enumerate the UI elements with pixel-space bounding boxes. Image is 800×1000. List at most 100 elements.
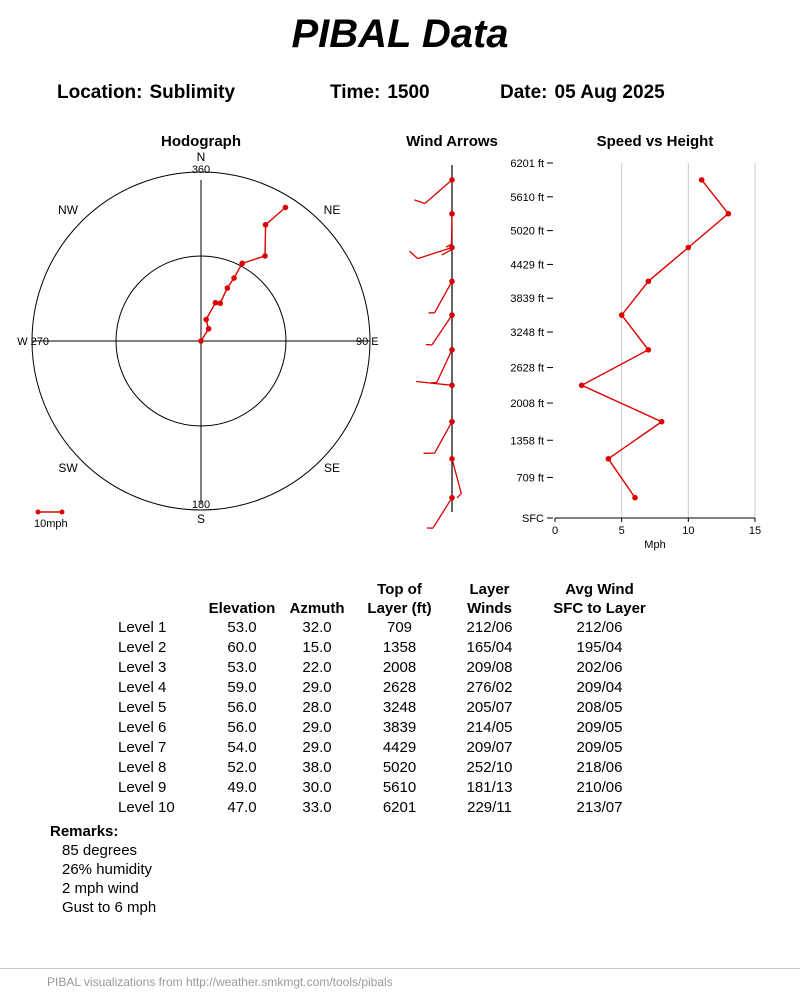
remark-line: 2 mph wind — [62, 880, 139, 897]
hodograph-label-w270: W 270 — [17, 336, 49, 348]
svg-text:2628 ft: 2628 ft — [510, 363, 544, 375]
table-row: Level 2 60.0 15.0 1358 165/04 195/04 — [112, 638, 667, 658]
table-cell: 212/06 — [576, 619, 623, 636]
table-cell: 60.0 — [227, 639, 257, 656]
table-cell: 208/05 — [576, 699, 623, 716]
table-cell: Level 8 — [118, 759, 167, 776]
table-cell: 229/11 — [467, 799, 512, 816]
table-cell: 205/07 — [466, 699, 513, 716]
table-cell: 2008 — [382, 659, 417, 676]
table-row: Level 1 53.0 32.0 709 212/06 212/06 — [112, 618, 667, 638]
table-cell: Level 1 — [118, 619, 167, 636]
table-cell: 209/05 — [576, 739, 623, 756]
svg-text:2008 ft: 2008 ft — [510, 398, 544, 410]
speed-height-title: Speed vs Height — [597, 133, 714, 150]
table-cell: 6201 — [382, 799, 417, 816]
table-cell: 3839 — [382, 719, 417, 736]
table-header: Elevation Azmuth Top of Layer (ft) Layer… — [112, 580, 667, 618]
svg-text:5: 5 — [619, 525, 625, 537]
time-label: Time: — [330, 82, 381, 103]
table-cell: Level 9 — [118, 779, 167, 796]
table-cell: 213/07 — [576, 799, 623, 816]
hodograph-plot — [31, 171, 371, 515]
table-cell: 52.0 — [227, 759, 257, 776]
table-cell: 53.0 — [227, 659, 257, 676]
svg-text:10: 10 — [682, 525, 694, 537]
table-cell: Level 3 — [118, 659, 167, 676]
table-cell: 59.0 — [227, 679, 257, 696]
table-cell: 181/13 — [466, 779, 513, 796]
table-row: Level 10 47.0 33.0 6201 229/11 213/07 — [112, 798, 667, 818]
table-cell: 32.0 — [302, 619, 332, 636]
svg-text:3839 ft: 3839 ft — [510, 293, 544, 305]
table-cell: 56.0 — [227, 719, 257, 736]
table-cell: Level 2 — [118, 639, 167, 656]
wind-arrows-title: Wind Arrows — [406, 133, 498, 150]
hodograph-label-360: 360 — [192, 164, 210, 176]
table-cell: 22.0 — [302, 659, 332, 676]
table-cell: 709 — [386, 619, 413, 636]
table-cell: 54.0 — [227, 739, 257, 756]
footer-divider — [0, 968, 800, 969]
table-cell: 209/05 — [576, 719, 623, 736]
hodograph-label-se: SE — [324, 461, 340, 475]
hodograph-legend-label: 10mph — [34, 518, 68, 530]
table-cell: 15.0 — [302, 639, 332, 656]
table-cell: 195/04 — [576, 639, 623, 656]
table-cell: 53.0 — [227, 619, 257, 636]
hodograph-label-ne: NE — [324, 203, 341, 217]
hodograph-label-n: N — [197, 150, 206, 164]
hodograph-label-s: S — [197, 512, 205, 526]
table-cell: Level 5 — [118, 699, 167, 716]
svg-text:3248 ft: 3248 ft — [510, 327, 544, 339]
table-row: Level 3 53.0 22.0 2008 209/08 202/06 — [112, 658, 667, 678]
footer-credit: PIBAL visualizations from http://weather… — [47, 975, 393, 989]
table-cell: 252/10 — [466, 759, 513, 776]
table-row: Level 9 49.0 30.0 5610 181/13 210/06 — [112, 778, 667, 798]
table-body: Level 1 53.0 32.0 709 212/06 212/06 Level 2 60.… — [112, 618, 667, 818]
table-cell: 29.0 — [302, 679, 332, 696]
speed-height-xlabel: Mph — [644, 539, 665, 551]
table-cell: Level 7 — [118, 739, 167, 756]
svg-text:15: 15 — [749, 525, 761, 537]
svg-text:5020 ft: 5020 ft — [510, 226, 544, 238]
table-cell: Level 4 — [118, 679, 167, 696]
time-value: 1500 — [387, 82, 430, 103]
table-row: Level 7 54.0 29.0 4429 209/07 209/05 — [112, 738, 667, 758]
table-cell: 29.0 — [302, 739, 332, 756]
table-cell: 47.0 — [227, 799, 257, 816]
table-cell: 276/02 — [466, 679, 513, 696]
levels-table: Elevation Azmuth Top of Layer (ft) Layer… — [112, 580, 667, 818]
table-row: Level 6 56.0 29.0 3839 214/05 209/05 — [112, 718, 667, 738]
table-cell: 5020 — [382, 759, 417, 776]
table-cell: 56.0 — [227, 699, 257, 716]
table-cell: 4429 — [382, 739, 417, 756]
table-cell: 30.0 — [302, 779, 332, 796]
svg-text:SFC: SFC — [522, 513, 544, 525]
table-cell: Level 10 — [118, 799, 175, 816]
speed-height-plot: 0 5 10 15 SFC 709 ft 1358 ft 2008 ft 2628 ft 3248… — [510, 158, 761, 537]
page-title: PIBAL Data — [291, 12, 509, 56]
hodograph-label-90e: 90 E — [356, 336, 379, 348]
table-cell: 209/08 — [466, 659, 513, 676]
svg-text:709 ft: 709 ft — [516, 472, 544, 484]
table-cell: 209/07 — [466, 739, 513, 756]
table-cell: 209/04 — [576, 679, 623, 696]
header-top-of-layer: Top of Layer (ft) — [367, 581, 432, 617]
date-value: 05 Aug 2025 — [554, 82, 665, 103]
header-elevation: Elevation — [208, 600, 276, 617]
header-layer-winds: Layer Winds — [467, 581, 512, 617]
table-cell: 202/06 — [576, 659, 623, 676]
table-cell: 212/06 — [466, 619, 513, 636]
table-cell: 5610 — [382, 779, 417, 796]
location-field: Location: Sublimity — [57, 82, 235, 104]
svg-text:6201 ft: 6201 ft — [510, 158, 544, 170]
table-cell: 38.0 — [302, 759, 332, 776]
remarks-section: Remarks: 85 degrees 26% humidity 2 mph win… — [50, 822, 156, 917]
chart-graphics: 0 5 10 15 SFC 709 ft 1358 ft 2008 ft 2628 ft 3248… — [31, 158, 761, 537]
hodograph-label-180: 180 — [192, 499, 210, 511]
table-row: Level 4 59.0 29.0 2628 276/02 209/04 — [112, 678, 667, 698]
time-field: Time: 1500 — [330, 82, 430, 104]
remark-line: 85 degrees — [62, 842, 138, 859]
